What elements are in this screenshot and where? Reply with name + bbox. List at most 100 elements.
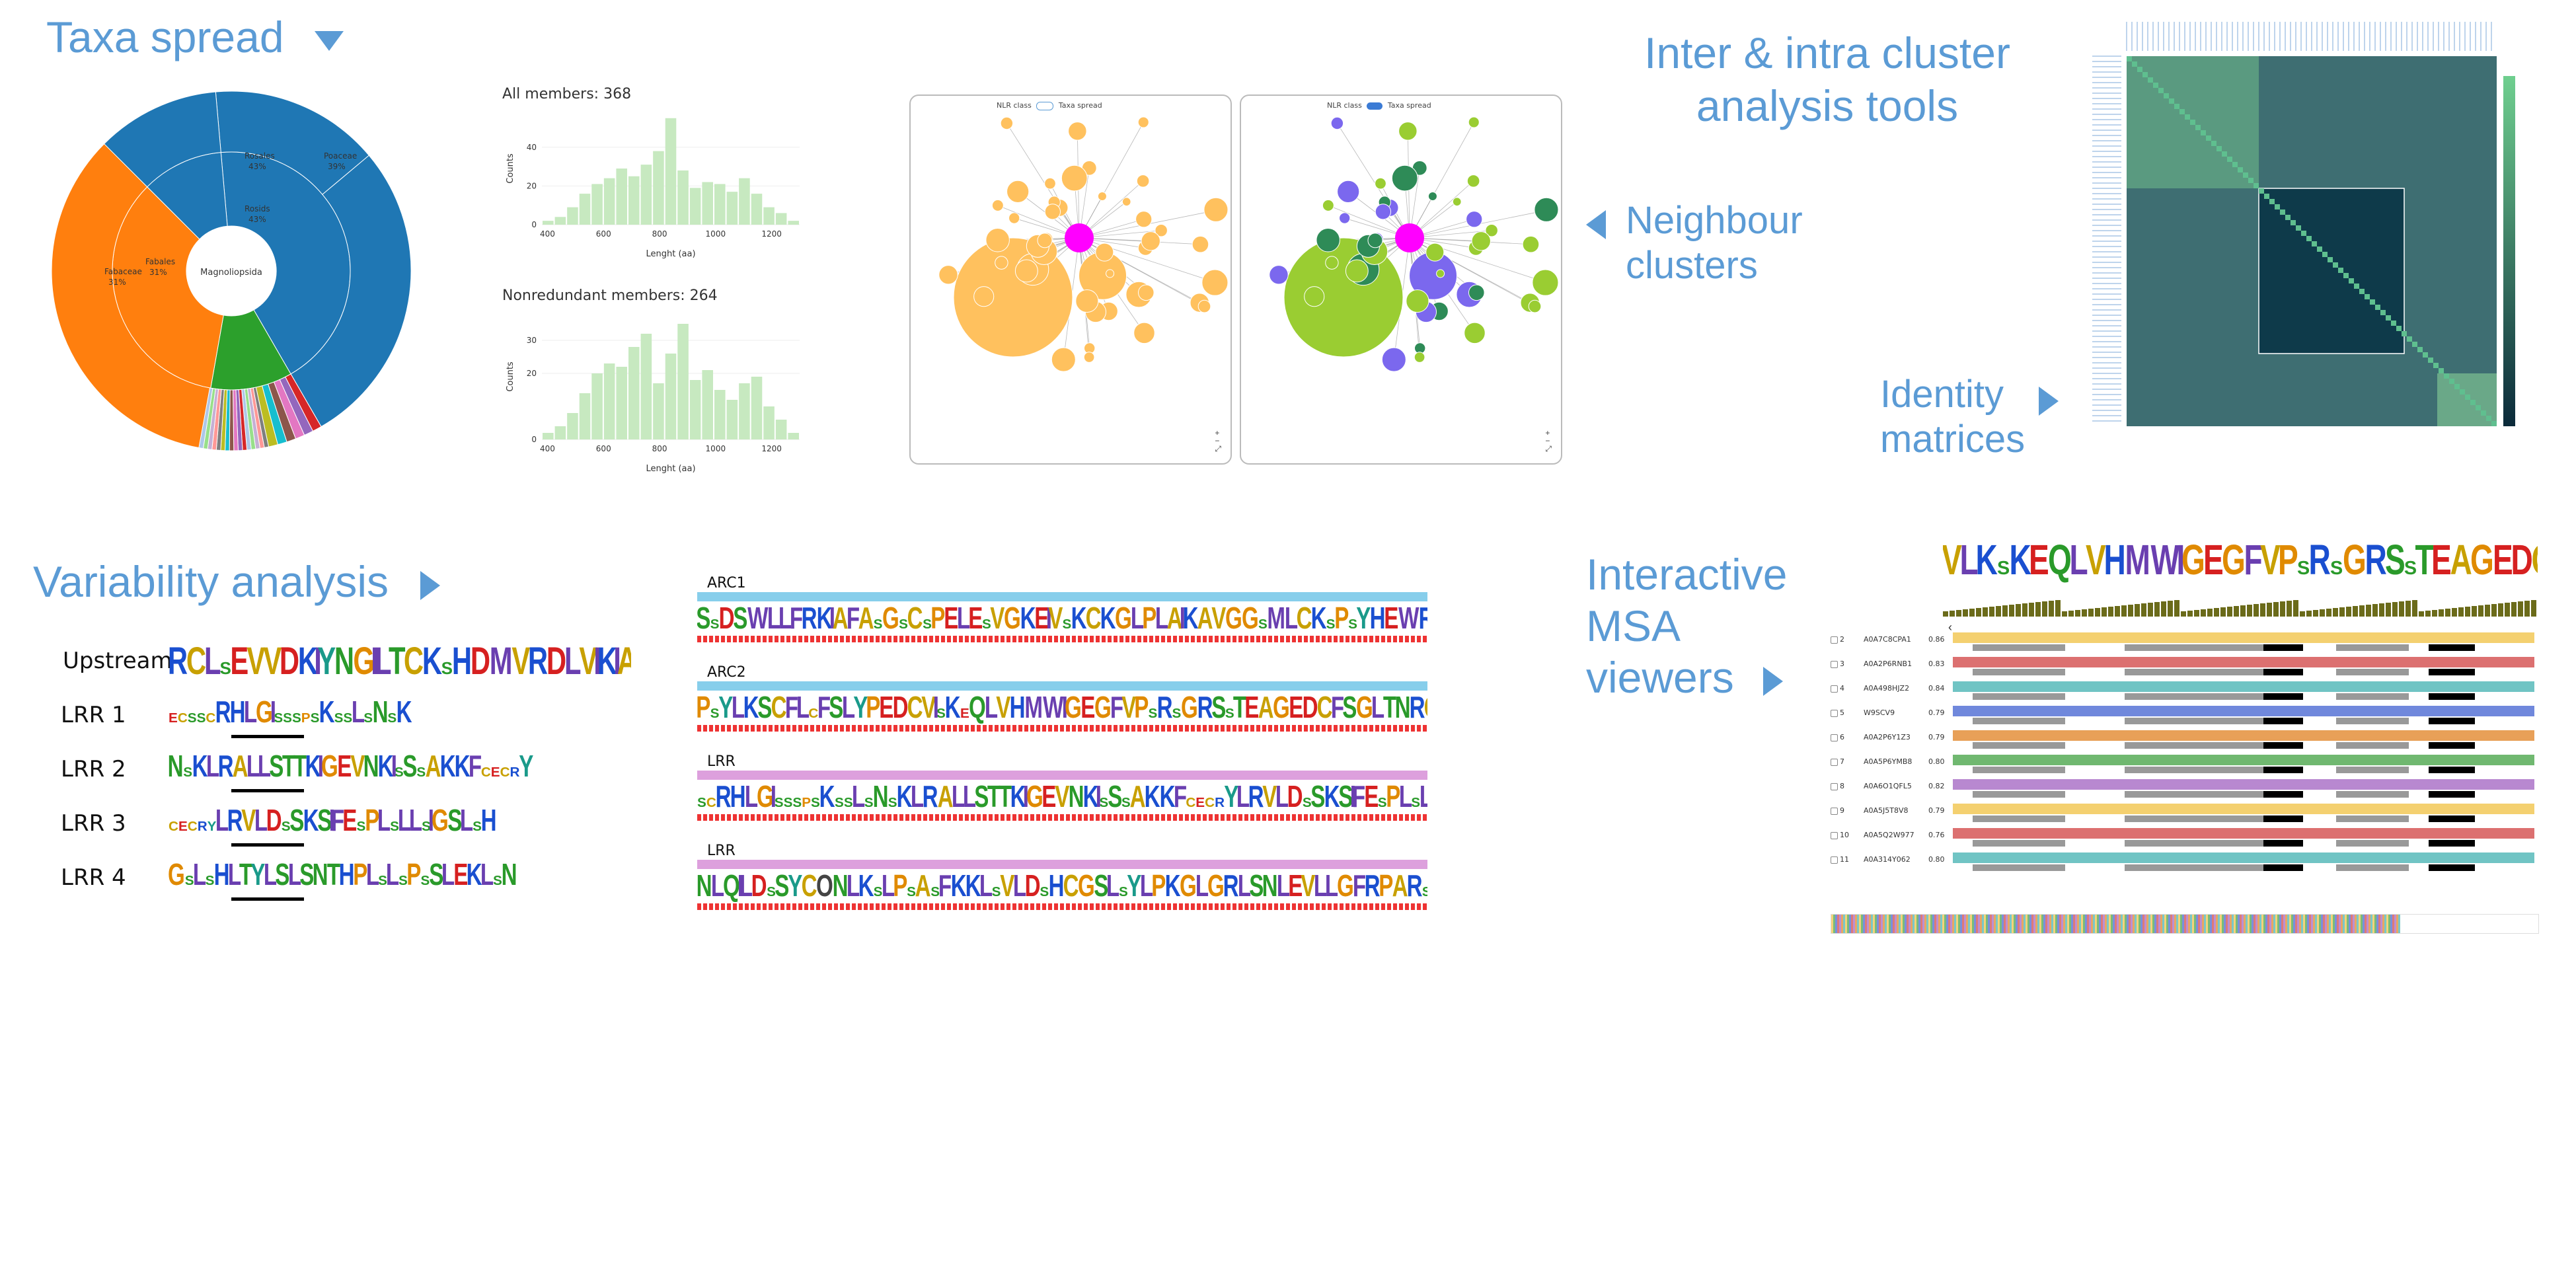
network-node[interactable] <box>1381 347 1406 372</box>
network-node[interactable] <box>1137 284 1155 301</box>
heatmap-diagonal-cell[interactable] <box>2312 241 2317 246</box>
network-graph[interactable] <box>1241 96 1561 463</box>
heatmap-diagonal-cell[interactable] <box>2349 278 2354 284</box>
msa-domain-band[interactable] <box>697 681 1427 691</box>
network-node[interactable] <box>1014 259 1038 283</box>
heatmap-diagonal-cell[interactable] <box>2396 326 2402 331</box>
triangle-right-icon[interactable] <box>2039 387 2059 416</box>
network-node[interactable] <box>985 228 1010 252</box>
network-node[interactable] <box>1203 197 1229 222</box>
histogram-bar[interactable] <box>603 363 615 439</box>
msa-block-logo[interactable]: SSDSWLLFRKIAFASGSCSPELESVGKEIVSKCKGLPLAI… <box>697 603 1427 634</box>
network-node[interactable] <box>1485 223 1498 237</box>
heatmap-diagonal-cell[interactable] <box>2317 246 2322 252</box>
heatmap-diagonal-cell[interactable] <box>2301 231 2306 236</box>
row-sequence[interactable] <box>1953 657 2534 667</box>
histogram-bar[interactable] <box>751 377 763 439</box>
histogram-bar[interactable] <box>567 413 578 439</box>
heatmap-diagonal-cell[interactable] <box>2269 199 2275 204</box>
network-node[interactable] <box>1201 269 1229 296</box>
heatmap-diagonal-cell[interactable] <box>2169 98 2174 104</box>
network-node[interactable] <box>1471 231 1491 251</box>
heatmap-diagonal-cell[interactable] <box>2232 162 2238 167</box>
network-node[interactable] <box>1436 269 1445 278</box>
sequence-logo[interactable]: ECSSCRHLGISSSPSKSSLSNSK <box>169 697 631 735</box>
triangle-right-icon[interactable] <box>1763 666 1784 696</box>
network-node[interactable] <box>1061 165 1088 192</box>
heatmap-diagonal-cell[interactable] <box>2486 416 2491 421</box>
histogram-bar[interactable] <box>739 178 750 225</box>
row-checkbox[interactable] <box>1831 832 1838 839</box>
variability-row-logo[interactable]: ECSSCRHLGISSSPSKSSLSNSK <box>169 697 631 743</box>
msa-row[interactable]: 2 A0A7C8CPA1 0.86 <box>1824 631 2538 652</box>
network-node[interactable] <box>938 265 958 285</box>
histogram-bar[interactable] <box>689 380 701 439</box>
heatmap-diagonal-cell[interactable] <box>2211 141 2216 146</box>
histogram-bar[interactable] <box>554 217 566 225</box>
network-node[interactable] <box>1330 116 1344 130</box>
heatmap-diagonal-cell[interactable] <box>2402 331 2407 336</box>
network-node[interactable] <box>1367 233 1383 248</box>
network-toggle[interactable]: NLR class Taxa spread <box>1327 101 1431 110</box>
heatmap-diagonal-cell[interactable] <box>2465 395 2470 400</box>
network-node[interactable] <box>1522 235 1540 253</box>
heatmap-diagonal-cell[interactable] <box>2238 167 2243 172</box>
network-node[interactable] <box>1468 284 1485 301</box>
msa-row[interactable]: 5 W9SCV9 0.79 <box>1824 704 2538 726</box>
histogram-bar[interactable] <box>775 213 787 225</box>
network-node[interactable] <box>1391 165 1418 192</box>
heatmap-diagonal-cell[interactable] <box>2322 252 2328 257</box>
taxa-sunburst-chart[interactable]: Magnoliopsida Fabales 31% Fabaceae 31% R… <box>46 86 416 456</box>
sequence-logo[interactable]: NLQILDSSYCONLKSLPSASFKKLSVLDSHCGSLSYLPKG… <box>697 870 1427 902</box>
heatmap-diagonal-cell[interactable] <box>2264 194 2269 199</box>
heatmap-diagonal-cell[interactable] <box>2343 273 2349 278</box>
heatmap-diagonal-cell[interactable] <box>2275 204 2280 209</box>
msa-row[interactable]: 6 A0A2P6Y1Z3 0.79 <box>1824 729 2538 750</box>
row-sequence[interactable] <box>1953 730 2534 741</box>
network-node[interactable] <box>1051 347 1076 372</box>
network-node[interactable] <box>1414 352 1425 363</box>
heatmap-diagonal-cell[interactable] <box>2359 289 2365 294</box>
heatmap-diagonal-cell[interactable] <box>2248 178 2254 183</box>
histogram-bar[interactable] <box>653 383 664 439</box>
network-node[interactable] <box>1135 211 1153 228</box>
heatmap-diagonal-cell[interactable] <box>2190 120 2195 125</box>
histogram-bar[interactable] <box>788 221 799 225</box>
msa-viewer[interactable]: VLKSKEQLVHMWIGEGFVPSRSGRSSTEAGEDCFSGLTNR… <box>1824 539 2539 935</box>
row-sequence[interactable] <box>1953 681 2534 692</box>
heatmap-diagonal-cell[interactable] <box>2259 188 2264 194</box>
heatmap-block-selected[interactable] <box>2258 188 2405 354</box>
network-center-node[interactable] <box>1395 223 1424 252</box>
network-node[interactable] <box>1345 259 1369 283</box>
histogram-bar[interactable] <box>616 367 627 439</box>
heatmap-diagonal-cell[interactable] <box>2195 125 2201 130</box>
heatmap-diagonal-cell[interactable] <box>2216 146 2222 151</box>
heatmap-diagonal-cell[interactable] <box>2291 220 2296 225</box>
heatmap-diagonal-cell[interactable] <box>2179 109 2185 114</box>
heatmap-diagonal-cell[interactable] <box>2296 225 2301 231</box>
sunburst-segment[interactable] <box>198 387 213 449</box>
histogram-bar[interactable] <box>689 188 701 225</box>
histogram-bar[interactable] <box>775 420 787 439</box>
row-sequence[interactable] <box>1953 828 2534 839</box>
network-node[interactable] <box>1137 116 1149 128</box>
histogram-bar[interactable] <box>665 118 677 225</box>
heatmap-diagonal-cell[interactable] <box>2481 410 2486 416</box>
network-node[interactable] <box>1269 265 1289 285</box>
histogram-bar[interactable] <box>591 373 603 439</box>
heatmap-diagonal-cell[interactable] <box>2201 130 2206 135</box>
histogram-bar[interactable] <box>714 390 726 439</box>
heatmap-diagonal-cell[interactable] <box>2412 342 2417 347</box>
msa-row[interactable]: 7 A0A5P6YMB8 0.80 <box>1824 753 2538 775</box>
network-center-node[interactable] <box>1065 223 1094 252</box>
heatmap-diagonal-cell[interactable] <box>2206 135 2211 141</box>
network-node[interactable] <box>1106 269 1115 278</box>
row-checkbox[interactable] <box>1831 636 1838 644</box>
network-node[interactable] <box>1398 122 1418 141</box>
variability-row-logo[interactable]: NSKLRALLSTTKIGEVNKISSSAKKFCECRY <box>169 751 631 797</box>
network-node[interactable] <box>1304 286 1325 307</box>
network-node[interactable] <box>1192 235 1209 253</box>
heatmap-diagonal-cell[interactable] <box>2142 72 2148 77</box>
triangle-left-icon[interactable] <box>1586 210 1606 239</box>
